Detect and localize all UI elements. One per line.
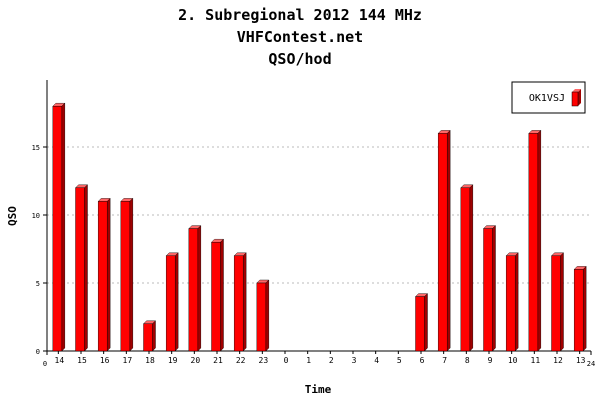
- bar-side: [265, 279, 270, 352]
- bar-front: [551, 255, 561, 352]
- bar-side: [242, 252, 247, 352]
- chart-subtitle: VHFContest.net: [236, 28, 364, 46]
- chart-unit-title: QSO/hod: [268, 50, 332, 68]
- bar-side: [492, 225, 496, 352]
- bar-side: [514, 252, 519, 352]
- bar-side: [582, 265, 587, 352]
- bar-side: [152, 320, 156, 352]
- bar: [120, 197, 134, 352]
- x-tick-label: 22: [236, 356, 246, 365]
- bar-side: [106, 197, 111, 352]
- x-tick-label: 11: [531, 356, 541, 365]
- bar-front: [528, 133, 539, 352]
- y-tick-label: 10: [32, 212, 40, 220]
- x-tick-label: 7: [442, 356, 447, 365]
- bar-front: [165, 255, 176, 352]
- bar-front: [460, 187, 471, 352]
- x-tick-label: 9: [488, 356, 493, 365]
- bar-side: [469, 184, 474, 352]
- x-tick-label: 21: [213, 356, 223, 365]
- bar-front: [143, 323, 153, 352]
- bar-front: [256, 282, 267, 352]
- legend-swatch-side: [578, 89, 581, 106]
- x-tick-label: 13: [576, 356, 586, 365]
- bar-front: [211, 241, 221, 352]
- x-axis-start-label: 0: [43, 360, 47, 368]
- legend: OK1VSJ: [511, 81, 586, 114]
- grid: [47, 146, 591, 284]
- bar-front: [52, 105, 63, 352]
- bar: [188, 225, 202, 352]
- y-tick-label: 5: [36, 280, 40, 288]
- bar-side: [424, 293, 428, 352]
- bar-side: [84, 184, 88, 352]
- legend-swatch: [571, 91, 579, 107]
- bar-side: [61, 102, 66, 352]
- x-tick-label: 2: [329, 356, 334, 365]
- x-tick-label: 19: [168, 356, 178, 365]
- bar-front: [97, 201, 108, 352]
- bar: [256, 279, 270, 352]
- bars: [52, 102, 587, 352]
- bar: [97, 197, 111, 352]
- bar: [143, 320, 156, 352]
- bar-side: [446, 129, 451, 352]
- x-axis-title: Time: [305, 383, 332, 396]
- x-tick-label: 6: [420, 356, 425, 365]
- bar-side: [197, 225, 202, 352]
- y-tick-labels: 0 5 10 15: [32, 144, 47, 356]
- bar-front: [437, 133, 448, 352]
- x-tick-label: 18: [145, 356, 155, 365]
- bar: [211, 238, 224, 352]
- bar-front: [415, 296, 425, 352]
- bar: [483, 225, 496, 352]
- bar: [165, 252, 179, 352]
- x-tick-label: 1: [306, 356, 311, 365]
- x-tick-label: 17: [123, 356, 133, 365]
- bar: [551, 252, 564, 352]
- bar: [528, 129, 542, 352]
- bar: [233, 252, 247, 352]
- bar-front: [75, 187, 85, 352]
- bar: [437, 129, 451, 352]
- x-tick-label: 0: [284, 356, 289, 365]
- bar: [505, 252, 519, 352]
- bar: [415, 293, 428, 352]
- x-tick-label: 5: [397, 356, 402, 365]
- bar-side: [560, 252, 564, 352]
- y-axis-title: QSO: [6, 206, 19, 226]
- bar-front: [573, 269, 584, 352]
- x-tick-label: 8: [465, 356, 470, 365]
- y-tick-label: 15: [32, 144, 40, 152]
- x-tick-label: 3: [352, 356, 357, 365]
- x-tick-label: 23: [259, 356, 269, 365]
- bar-front: [188, 228, 199, 352]
- bar: [52, 102, 66, 352]
- bar-front: [120, 201, 131, 352]
- bar-side: [537, 129, 542, 352]
- x-tick-label: 16: [100, 356, 110, 365]
- x-axis-end-label: 24: [587, 360, 595, 368]
- bar-side: [174, 252, 179, 352]
- x-tick-label: 14: [55, 356, 65, 365]
- x-tick-label: 10: [508, 356, 518, 365]
- bar: [460, 184, 474, 352]
- bar-front: [483, 228, 493, 352]
- x-tick-label: 4: [374, 356, 379, 365]
- bar-front: [233, 255, 244, 352]
- x-tick-label: 15: [77, 356, 87, 365]
- bar-side: [220, 238, 224, 352]
- y-tick-label: 0: [36, 348, 40, 356]
- bar-side: [129, 197, 134, 352]
- x-tick-label: 12: [553, 356, 563, 365]
- bar: [75, 184, 88, 352]
- x-tick-labels: 14 15 16 17 18 19 20 21 22 23 0 1 2 3 4 5 6 7 8 9 10 11 12 13: [55, 351, 586, 365]
- legend-label: OK1VSJ: [529, 93, 565, 104]
- x-tick-label: 20: [191, 356, 201, 365]
- bar: [573, 265, 587, 352]
- bar-front: [505, 255, 516, 352]
- chart-title: 2. Subregional 2012 144 MHz: [178, 6, 422, 24]
